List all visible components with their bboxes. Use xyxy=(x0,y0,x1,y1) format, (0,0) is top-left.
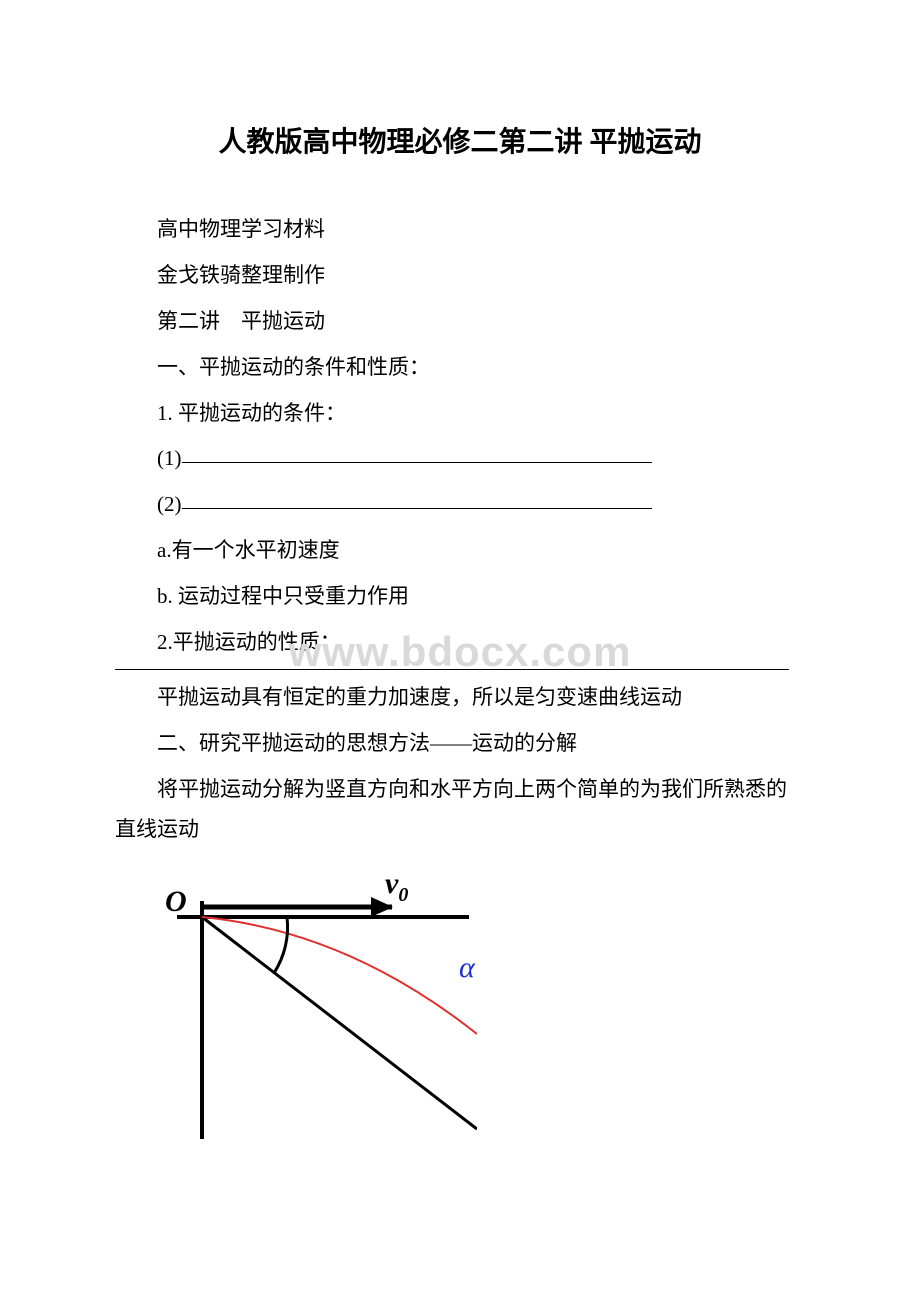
projectile-diagram: O v0 α xyxy=(147,859,805,1144)
blank-line-1 xyxy=(182,462,652,463)
blank-1-prefix: (1) xyxy=(157,446,182,470)
para-blank-1: (1) xyxy=(115,439,805,479)
projectile-svg: O v0 α xyxy=(147,859,477,1139)
para-decompose: 将平抛运动分解为竖直方向和水平方向上两个简单的为我们所熟悉的直线运动 xyxy=(115,770,805,850)
para-material: 高中物理学习材料 xyxy=(115,210,805,250)
v0-label: v0 xyxy=(385,867,408,906)
para-decompose-text: 将平抛运动分解为竖直方向和水平方向上两个简单的为我们所熟悉的直线运动 xyxy=(115,777,787,841)
para-section-2: 二、研究平抛运动的思想方法——运动的分解 xyxy=(115,724,805,764)
displacement-line xyxy=(202,917,477,1129)
trajectory-curve xyxy=(202,917,477,1034)
para-author: 金戈铁骑整理制作 xyxy=(115,256,805,296)
page-title: 人教版高中物理必修二第二讲 平抛运动 xyxy=(115,120,805,160)
document-page: 人教版高中物理必修二第二讲 平抛运动 高中物理学习材料 金戈铁骑整理制作 第二讲… xyxy=(0,0,920,1144)
para-a: a.有一个水平初速度 xyxy=(115,531,805,571)
v0-arrow-head xyxy=(371,897,393,917)
para-2-nature: 2.平抛运动的性质： xyxy=(115,623,805,663)
blank-line-3 xyxy=(115,669,789,670)
blank-line-2 xyxy=(182,508,652,509)
para-b: b. 运动过程中只受重力作用 xyxy=(115,577,805,617)
para-nature-ans: 平抛运动具有恒定的重力加速度，所以是匀变速曲线运动 xyxy=(115,678,805,718)
angle-arc xyxy=(274,917,288,973)
para-blank-2: (2) xyxy=(115,485,805,525)
origin-label: O xyxy=(165,885,187,918)
angle-label: α xyxy=(459,951,476,984)
para-section-1: 一、平抛运动的条件和性质： xyxy=(115,348,805,388)
para-1-conditions: 1. 平抛运动的条件： xyxy=(115,394,805,434)
v0-subscript: 0 xyxy=(398,884,408,906)
para-lecture-title: 第二讲 平抛运动 xyxy=(115,302,805,342)
blank-2-prefix: (2) xyxy=(157,492,182,516)
